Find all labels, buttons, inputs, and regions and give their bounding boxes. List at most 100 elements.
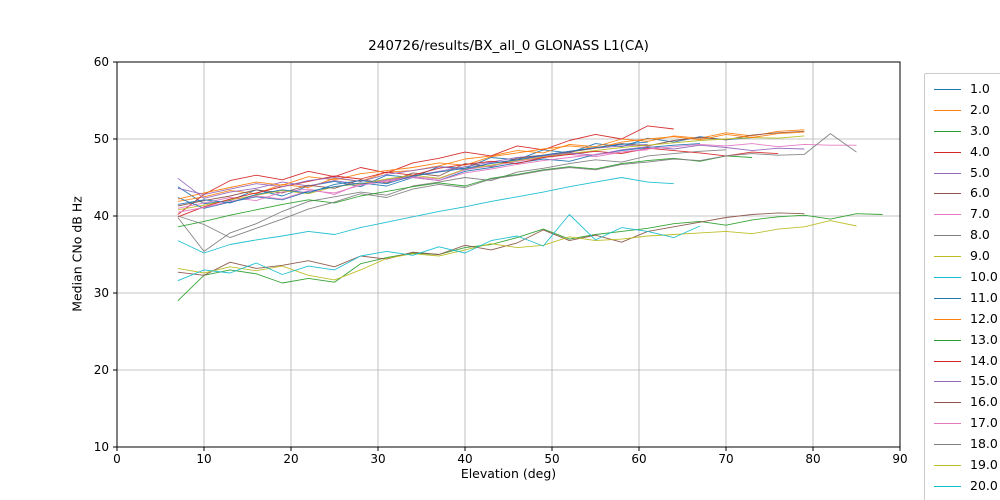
- series-line: [177, 220, 857, 281]
- legend-label: 12.0: [970, 310, 998, 326]
- legend-label: 17.0: [970, 415, 998, 431]
- legend-label: 11.0: [970, 289, 998, 305]
- legend-line-swatch: [934, 130, 961, 132]
- x-tick-label: 80: [805, 452, 820, 466]
- legend-label: 13.0: [970, 331, 998, 347]
- series-line: [177, 135, 805, 211]
- x-tick-label: 30: [370, 452, 385, 466]
- series-line: [177, 177, 674, 254]
- legend-item: 5.0: [934, 163, 1000, 184]
- series-line: [177, 149, 727, 252]
- legend-item: 14.0: [934, 351, 1000, 372]
- legend-line-swatch: [934, 256, 961, 258]
- legend-label: 6.0: [970, 185, 990, 201]
- legend-line-swatch: [934, 339, 961, 341]
- y-tick-label: 60: [94, 55, 109, 69]
- x-tick-label: 50: [544, 452, 559, 466]
- legend-label: 10.0: [970, 269, 998, 285]
- legend-line-swatch: [934, 444, 961, 446]
- legend-line-swatch: [934, 402, 961, 404]
- series-line: [177, 212, 805, 276]
- legend-label: 1.0: [970, 81, 990, 96]
- legend-item: 11.0: [934, 288, 1000, 309]
- legend-item: 18.0: [934, 434, 1000, 455]
- legend-item: 12.0: [934, 309, 1000, 330]
- legend-label: 9.0: [970, 248, 990, 264]
- legend-line-swatch: [934, 423, 961, 425]
- legend-item: 21.0: [934, 497, 1000, 500]
- x-tick-label: 90: [892, 452, 907, 466]
- legend-label: 8.0: [970, 227, 990, 243]
- legend-label: 16.0: [970, 394, 998, 410]
- y-tick-label: 40: [94, 209, 109, 223]
- legend-label: 4.0: [970, 143, 990, 159]
- chart-title: 240726/results/BX_all_0 GLONASS L1(CA): [368, 38, 649, 54]
- series-line: [177, 149, 648, 209]
- legend-label: 19.0: [970, 457, 998, 473]
- y-axis-label: Median CNo dB Hz: [69, 196, 85, 312]
- legend-label: 7.0: [970, 206, 990, 222]
- legend-item: 15.0: [934, 371, 1000, 392]
- legend-line-swatch: [934, 151, 961, 153]
- legend-label: 18.0: [970, 436, 998, 452]
- legend-line-swatch: [934, 464, 961, 466]
- x-tick-label: 70: [718, 452, 733, 466]
- legend-item: 6.0: [934, 183, 1000, 204]
- legend-label: 2.0: [970, 101, 990, 117]
- legend-line-swatch: [934, 109, 961, 111]
- y-tick-label: 30: [94, 286, 109, 300]
- legend-item: 2.0: [934, 100, 1000, 121]
- legend-line-swatch: [934, 360, 961, 362]
- legend-line-swatch: [934, 297, 961, 299]
- legend-item: 16.0: [934, 392, 1000, 413]
- legend-label: 21.0: [970, 497, 998, 500]
- series-line: [177, 125, 674, 215]
- series-line: [177, 141, 648, 205]
- legend: 1.0 2.0 3.0 4.0 5.0 6.0 7.0 8.0 9.0 10.0 11.0 12.0 1…: [924, 73, 1000, 500]
- y-tick-label: 10: [94, 440, 109, 454]
- legend-item: 8.0: [934, 225, 1000, 246]
- legend-item: 7.0: [934, 204, 1000, 225]
- series-line: [177, 147, 779, 218]
- legend-line-swatch: [934, 276, 961, 278]
- legend-item: 10.0: [934, 267, 1000, 288]
- series-line: [177, 130, 805, 207]
- legend-label: 14.0: [970, 352, 998, 368]
- series-line: [177, 214, 701, 282]
- x-tick-label: 10: [196, 452, 211, 466]
- legend-line-swatch: [934, 381, 961, 383]
- x-tick-label: 0: [113, 452, 121, 466]
- legend-label: 20.0: [970, 477, 998, 493]
- legend-line-swatch: [934, 172, 961, 174]
- x-tick-label: 20: [283, 452, 298, 466]
- series-line: [177, 144, 805, 195]
- legend-line-swatch: [934, 214, 961, 216]
- series-line: [177, 155, 753, 228]
- legend-line-swatch: [934, 88, 961, 90]
- y-tick-label: 20: [94, 363, 109, 377]
- plot-frame: [116, 61, 901, 448]
- legend-item: 19.0: [934, 455, 1000, 476]
- legend-item: 17.0: [934, 413, 1000, 434]
- legend-label: 15.0: [970, 373, 998, 389]
- legend-item: 20.0: [934, 476, 1000, 497]
- legend-line-swatch: [934, 235, 961, 237]
- legend-label: 5.0: [970, 164, 990, 180]
- legend-label: 3.0: [970, 122, 990, 138]
- y-tick-label: 50: [94, 132, 109, 146]
- legend-line-swatch: [934, 485, 961, 487]
- legend-line-swatch: [934, 318, 961, 320]
- legend-item: 4.0: [934, 142, 1000, 163]
- legend-item: 1.0: [934, 79, 1000, 100]
- legend-item: 13.0: [934, 330, 1000, 351]
- legend-item: 3.0: [934, 121, 1000, 142]
- x-tick-label: 60: [631, 452, 646, 466]
- series-line: [177, 133, 857, 239]
- series-line: [177, 213, 883, 302]
- x-axis-label: Elevation (deg): [460, 466, 557, 481]
- legend-item: 9.0: [934, 246, 1000, 267]
- x-tick-label: 40: [457, 452, 472, 466]
- legend-line-swatch: [934, 193, 961, 195]
